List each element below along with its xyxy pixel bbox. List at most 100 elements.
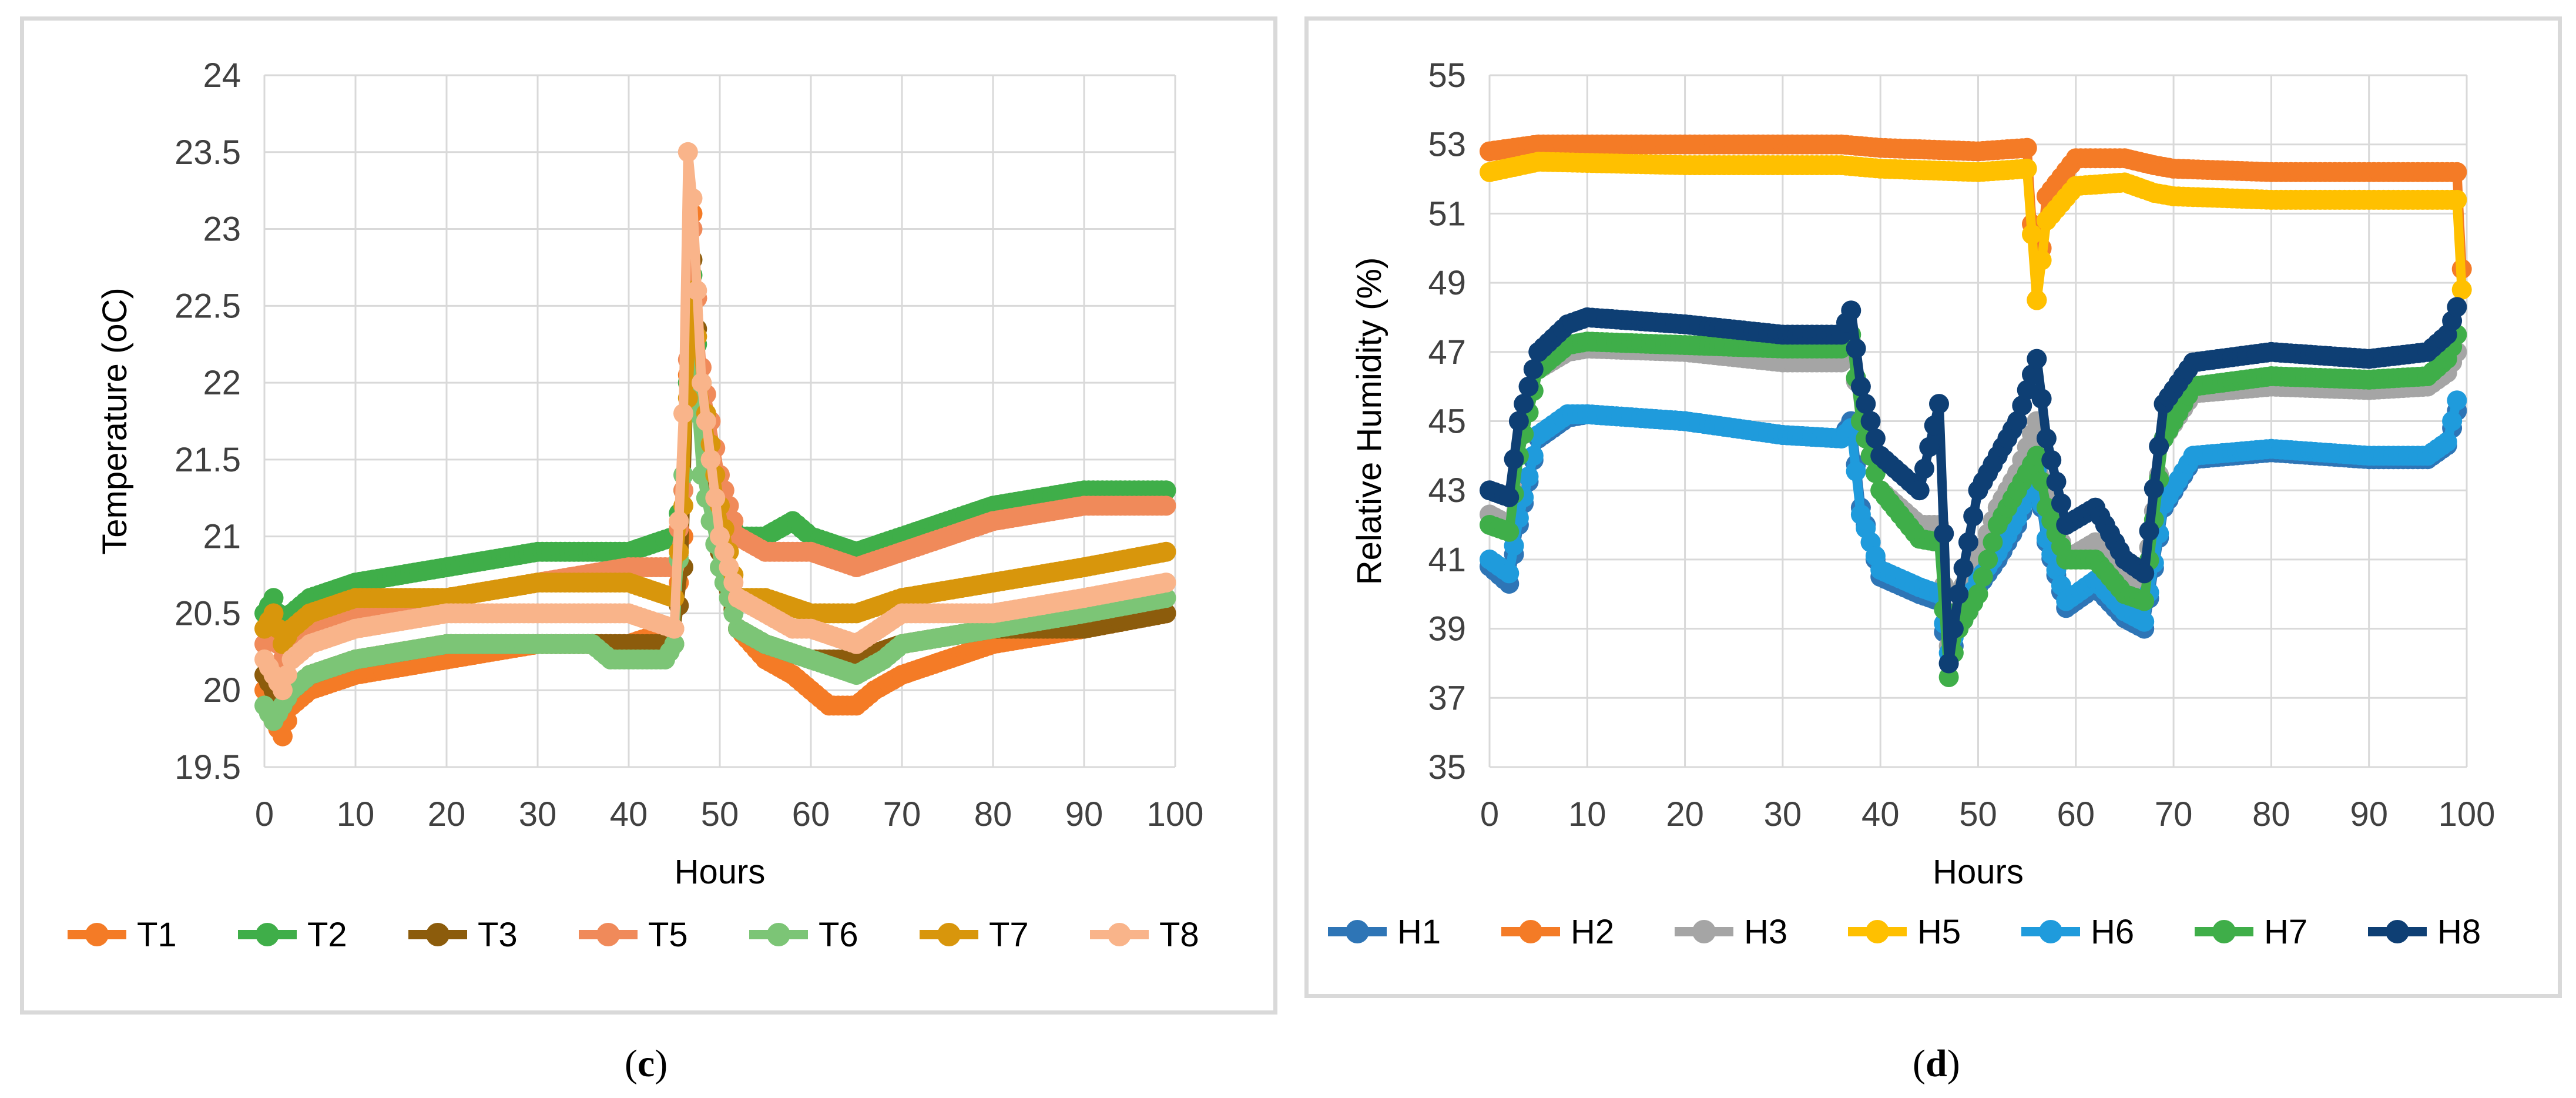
chart-c-ytick-label: 21.5 — [175, 441, 241, 479]
chart-d-point-H7 — [1938, 667, 1959, 687]
chart-d-x-axis-title: Hours — [1933, 853, 2024, 891]
chart-d-xtick-label: 10 — [1568, 795, 1606, 833]
chart-c-point-T8 — [687, 280, 707, 301]
chart-c-point-T1 — [273, 726, 293, 746]
chart-d-point-H8 — [1846, 338, 1866, 359]
chart-c-point-T8 — [723, 573, 744, 593]
chart-c-legend-marker-T8 — [1108, 923, 1131, 946]
chart-d-point-H8 — [1924, 415, 1944, 436]
chart-d-xtick-label: 80 — [2252, 795, 2290, 833]
chart-d-ytick-label: 55 — [1428, 56, 1466, 95]
chart-d-point-H8 — [2051, 493, 2071, 514]
chart-c-ytick-label: 19.5 — [175, 748, 241, 786]
chart-c-legend-label-T5: T5 — [648, 916, 688, 954]
chart-d-series-H5 — [1480, 152, 2472, 310]
chart-d-point-H8 — [2046, 471, 2067, 492]
chart-d-point-H8 — [2149, 436, 2169, 457]
chart-d-point-H8 — [1958, 532, 1978, 553]
chart-d-point-H8 — [2012, 396, 2032, 416]
chart-c-legend-marker-T6 — [767, 923, 790, 946]
chart-c-xtick-label: 0 — [255, 795, 274, 833]
chart-d-ytick-label: 35 — [1428, 748, 1466, 786]
chart-d-legend-marker-H8 — [2386, 920, 2409, 943]
chart-d-legend-marker-H1 — [1346, 920, 1369, 943]
chart-c-point-T6 — [664, 634, 685, 654]
chart-d-point-H8 — [1963, 506, 1984, 527]
chart-c-legend-marker-T2 — [256, 923, 279, 946]
chart-d-point-H8 — [2017, 380, 2037, 400]
chart-c-point-T8 — [273, 680, 293, 701]
chart-c-point-T8 — [669, 511, 689, 531]
chart-d-point-H2 — [2017, 138, 2037, 158]
chart-d-xtick-label: 50 — [1959, 795, 1997, 833]
chart-c-xtick-label: 50 — [701, 795, 739, 833]
chart-d-point-H8 — [1523, 359, 1544, 380]
chart-c-legend-marker-T3 — [426, 923, 450, 946]
chart-d-point-H7 — [1499, 521, 1520, 542]
chart-c-point-T8 — [277, 665, 297, 685]
chart-c-point-T8 — [705, 488, 726, 508]
chart-d-point-H8 — [1841, 300, 1861, 321]
chart-c-point-T8 — [1156, 573, 1176, 593]
chart-d-point-H8 — [1953, 558, 1974, 578]
chart-d-point-H8 — [1850, 376, 1871, 397]
chart-c-legend-marker-T7 — [937, 923, 961, 946]
chart-d-ytick-label: 39 — [1428, 610, 1466, 648]
chart-d-point-H8 — [1943, 618, 1964, 639]
chart-c-point-T8 — [719, 557, 739, 577]
chart-d-point-H7 — [2134, 591, 2155, 611]
chart-d-legend-marker-H5 — [1866, 920, 1889, 943]
chart-d-ytick-label: 37 — [1428, 679, 1466, 717]
chart-c-legend-label-T6: T6 — [819, 916, 858, 954]
chart-d-point-H6 — [1499, 563, 1520, 584]
chart-d-point-H8 — [2007, 411, 2027, 431]
chart-d-point-H8 — [2041, 450, 2062, 470]
chart-d-legend-label-H6: H6 — [2091, 913, 2134, 951]
chart-c-xtick-label: 80 — [974, 795, 1012, 833]
chart-d-xtick-label: 60 — [2057, 795, 2095, 833]
chart-d-point-H7 — [1973, 567, 1993, 587]
chart-c-point-T6 — [692, 465, 712, 485]
chart-d-legend-label-H5: H5 — [1917, 913, 1961, 951]
chart-d-xtick-label: 30 — [1764, 795, 1802, 833]
chart-c-xtick-label: 20 — [428, 795, 466, 833]
chart-d-point-H8 — [2022, 364, 2042, 385]
chart-d-legend-label-H8: H8 — [2437, 913, 2481, 951]
chart-c-point-T8 — [714, 541, 734, 562]
chart-d-point-H6 — [1846, 461, 1866, 481]
chart-d-point-H6 — [2437, 431, 2457, 452]
chart-d-line-H5 — [1488, 157, 2467, 305]
chart-d-point-H8 — [1938, 653, 1959, 674]
chart-d-legend-label-H2: H2 — [1571, 913, 1614, 951]
chart-c-xtick-label: 10 — [337, 795, 375, 833]
chart-d-point-H8 — [1860, 411, 1881, 431]
chart-c-point-T8 — [664, 618, 685, 639]
chart-d-point-H6 — [2442, 411, 2463, 431]
chart-d-xtick-label: 70 — [2155, 795, 2193, 833]
chart-c-ytick-label: 23.5 — [175, 133, 241, 172]
chart-c-point-T2 — [263, 588, 284, 608]
chart-c-ytick-label: 20 — [203, 671, 241, 709]
chart-d-point-H7 — [1983, 532, 2003, 553]
chart-d-point-H8 — [1504, 449, 1524, 470]
chart-c-point-T8 — [692, 373, 712, 393]
chart-c-ytick-label: 24 — [203, 56, 241, 95]
chart-d-legend-label-H1: H1 — [1397, 913, 1441, 951]
chart-d-point-H8 — [1856, 394, 1876, 414]
chart-c-point-T8 — [677, 142, 698, 162]
chart-d-point-H8 — [2139, 521, 2159, 541]
chart-d-point-H8 — [1914, 458, 1934, 479]
chart-d-ytick-label: 53 — [1428, 126, 1466, 164]
chart-d-series-H8 — [1480, 297, 2467, 674]
chart-d-xtick-label: 0 — [1480, 795, 1499, 833]
chart-d-point-H2 — [2447, 162, 2467, 182]
chart-c-xtick-label: 30 — [519, 795, 557, 833]
chart-c-xtick-label: 60 — [792, 795, 830, 833]
chart-c-ytick-label: 22 — [203, 364, 241, 402]
chart-d-ytick-label: 41 — [1428, 541, 1466, 579]
chart-c-xtick-label: 90 — [1065, 795, 1103, 833]
chart-c-y-axis-title: Temperature (oC) — [96, 287, 134, 554]
chart-d-point-H8 — [1948, 584, 1969, 604]
chart-d-xtick-label: 100 — [2439, 795, 2496, 833]
